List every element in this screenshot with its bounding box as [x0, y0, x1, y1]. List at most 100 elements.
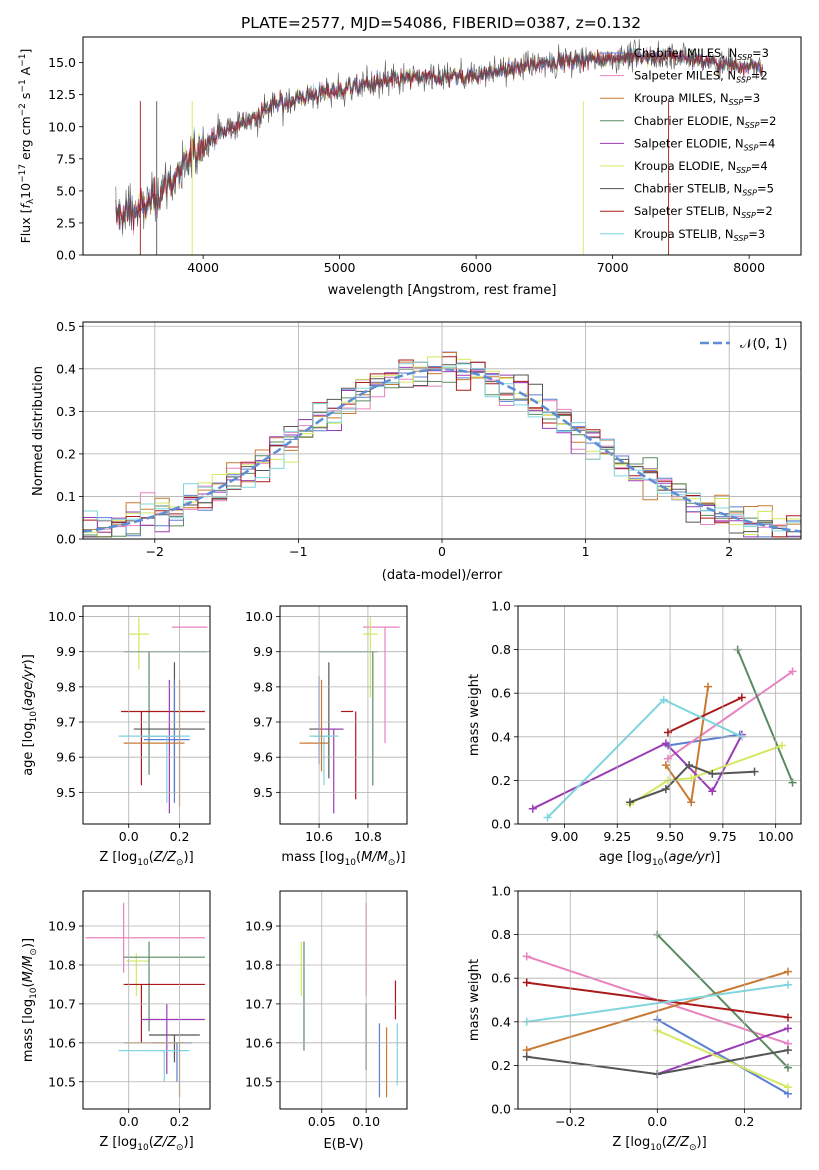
weight-vs-age-ylabel: mass weight [467, 674, 482, 756]
residuals-ytick-label: 0.4 [56, 361, 76, 376]
weight-vs-Z-series-4 [656, 1027, 789, 1076]
mass-vs-ebv-ytick-label: 10.5 [245, 1074, 273, 1089]
residuals-xtick-label: 2 [725, 544, 733, 559]
weight-vs-Z-ytick-label: 1.0 [491, 884, 511, 899]
weight-vs-Z-ytick-label: 0.6 [491, 971, 511, 986]
age-vs-mass-ytick-label: 9.9 [253, 644, 273, 659]
weight-vs-age-axes: 9.00 9.25 9.50 9.75 10.00 0.0 0.2 0.4 0.6 0.8 1.0 a… [491, 599, 802, 868]
spectrum-ytick-label: 5.0 [56, 183, 76, 198]
age-vs-mass-xlabel: mass [log10(M/M⊙)] [281, 850, 405, 868]
spectrum-ytick-label: 15.0 [48, 55, 76, 70]
mass-vs-Z-ytick-label: 10.6 [48, 1035, 76, 1050]
weight-vs-age-xtick-label: 9.25 [603, 829, 631, 844]
residuals-xtick-label: −1 [289, 544, 307, 559]
spectrum-legend: Chabrier MILES, NSSP=3 Salpeter MILES, NS… [600, 46, 776, 243]
weight-vs-age-marker [663, 754, 672, 763]
weight-vs-age-marker [687, 798, 696, 807]
weight-vs-age-ytick-label: 0.4 [491, 729, 511, 744]
mass-vs-Z-ytick-label: 10.5 [48, 1074, 76, 1089]
spectrum-line-6 [115, 39, 764, 235]
residuals-xtick-label: 1 [582, 544, 590, 559]
weight-vs-Z-axes: −0.2 0.0 0.2 0.0 0.2 0.4 0.6 0.8 1.0 Z [log10(Z/Z… [491, 884, 802, 1153]
weight-vs-Z-marker [783, 1063, 792, 1072]
age-vs-Z-axes: 0.0 0.2 9.5 9.6 9.7 9.8 9.9 10.0 Z [log10(Z/Z⊙)] [48, 605, 211, 868]
weight-vs-age-plot-area [528, 645, 797, 822]
weight-vs-age-marker [659, 695, 668, 704]
mass-vs-Z-plot-area [85, 902, 205, 1098]
age-vs-Z-ytick-label: 10.0 [48, 609, 76, 624]
weight-vs-age-series-3 [736, 649, 794, 783]
weight-vs-Z-series-3 [656, 933, 789, 1069]
weight-vs-Z-ylabel: mass weight [467, 959, 482, 1041]
age-vs-mass-ytick-label: 9.8 [253, 679, 273, 694]
spectrum-frame [82, 36, 802, 256]
mass-vs-Z-ytick-label: 10.8 [48, 957, 76, 972]
age-vs-mass-xtick-label: 10.6 [305, 829, 333, 844]
weight-vs-age-marker [750, 767, 759, 776]
legend-label-2: Kroupa MILES, NSSP=3 [634, 91, 760, 107]
residuals-xtick-label: 0 [438, 544, 446, 559]
weight-vs-age-xtick-label: 9.00 [551, 829, 579, 844]
mass-vs-Z-xlabel: Z [log10(Z/Z⊙)] [99, 1135, 193, 1153]
weight-vs-Z-marker [522, 952, 531, 961]
legend-label-0: Chabrier MILES, NSSP=3 [634, 46, 769, 62]
weight-vs-age-series-0 [667, 733, 740, 747]
weight-vs-Z-marker [522, 1052, 531, 1061]
spectrum-ylabel: Flux [fλ10−17 erg cm−2 s−1 A−1] [18, 49, 36, 244]
weight-vs-age-ytick-label: 0.6 [491, 686, 511, 701]
weight-vs-age-ytick-label: 0.8 [491, 642, 511, 657]
weight-vs-age-marker [687, 774, 696, 783]
mass-vs-ebv-ytick-label: 10.8 [245, 957, 273, 972]
residuals-xlabel: (data-model)/error [382, 568, 503, 583]
age-vs-Z-ytick-label: 9.6 [56, 750, 76, 765]
legend-label-3: Chabrier ELODIE, NSSP=2 [634, 114, 776, 130]
residuals-ytick-label: 0.2 [56, 446, 76, 461]
weight-vs-age-marker [663, 728, 672, 737]
weight-vs-age-marker [737, 693, 746, 702]
residuals-axes: −2 −1 0 1 2 0.0 0.1 0.2 0.3 0.4 0.5 [56, 319, 802, 559]
weight-vs-Z-frame [517, 890, 802, 1110]
age-vs-Z-frame [82, 605, 211, 825]
residuals-ytick-label: 0.0 [56, 532, 76, 547]
weight-vs-age-marker [543, 813, 552, 822]
spectrum-plot-area [115, 39, 764, 255]
weight-vs-Z-series-0 [656, 1018, 789, 1095]
mass-vs-ebv-ytick-label: 10.9 [245, 919, 273, 934]
age-vs-mass-plot-area [299, 616, 400, 814]
spectrum-ytick-label: 10.0 [48, 119, 76, 134]
weight-vs-age-xlabel: age [log10(age/yr)] [599, 850, 721, 868]
mass-vs-Z-ytick-label: 10.7 [48, 996, 76, 1011]
age-vs-Z-xlabel: Z [log10(Z/Z⊙)] [99, 850, 193, 868]
weight-vs-Z-ytick-label: 0.4 [491, 1014, 511, 1029]
age-vs-Z-ylabel: age [log10(age/yr)] [21, 654, 39, 776]
age-vs-mass-ytick-label: 9.7 [253, 715, 273, 730]
weight-vs-age-marker [661, 739, 670, 748]
weight-vs-age-marker [788, 667, 797, 676]
weight-vs-Z-xtick-label: 0.0 [647, 1114, 667, 1129]
residuals-xtick-label: −2 [146, 544, 164, 559]
residuals-legend-label: 𝒩(0, 1) [740, 337, 787, 352]
spectrum-ytick-label: 0.0 [56, 248, 76, 263]
weight-vs-age-marker [788, 778, 797, 787]
weight-vs-age-ytick-label: 0.0 [491, 817, 511, 832]
spectrum-xtick-label: 7000 [597, 260, 629, 275]
weight-vs-age-marker [661, 785, 670, 794]
age-vs-Z-xtick-label: 0.0 [119, 829, 139, 844]
weight-vs-age-xtick-label: 9.75 [709, 829, 737, 844]
mass-vs-ebv-xtick-label: 0.05 [308, 1114, 336, 1129]
weight-vs-age-ytick-label: 1.0 [491, 599, 511, 614]
weight-vs-Z-xtick-label: −0.2 [555, 1114, 585, 1129]
legend-label-1: Salpeter MILES, NSSP=2 [634, 69, 768, 85]
residuals-ytick-label: 0.1 [56, 489, 76, 504]
weight-vs-Z-ytick-label: 0.2 [491, 1058, 511, 1073]
weight-vs-age-marker [661, 761, 670, 770]
weight-vs-age-marker [777, 741, 786, 750]
weight-vs-Z-ytick-label: 0.0 [491, 1102, 511, 1117]
spectrum-line-7 [115, 49, 764, 231]
weight-vs-age-marker [685, 761, 694, 770]
weight-vs-age-marker [704, 682, 713, 691]
age-vs-Z-ytick-label: 9.9 [56, 644, 76, 659]
figure-content: 4000 5000 6000 7000 80000.02.55.07.510.012.5… [18, 36, 802, 1153]
age-vs-mass-ytick-label: 9.6 [253, 750, 273, 765]
